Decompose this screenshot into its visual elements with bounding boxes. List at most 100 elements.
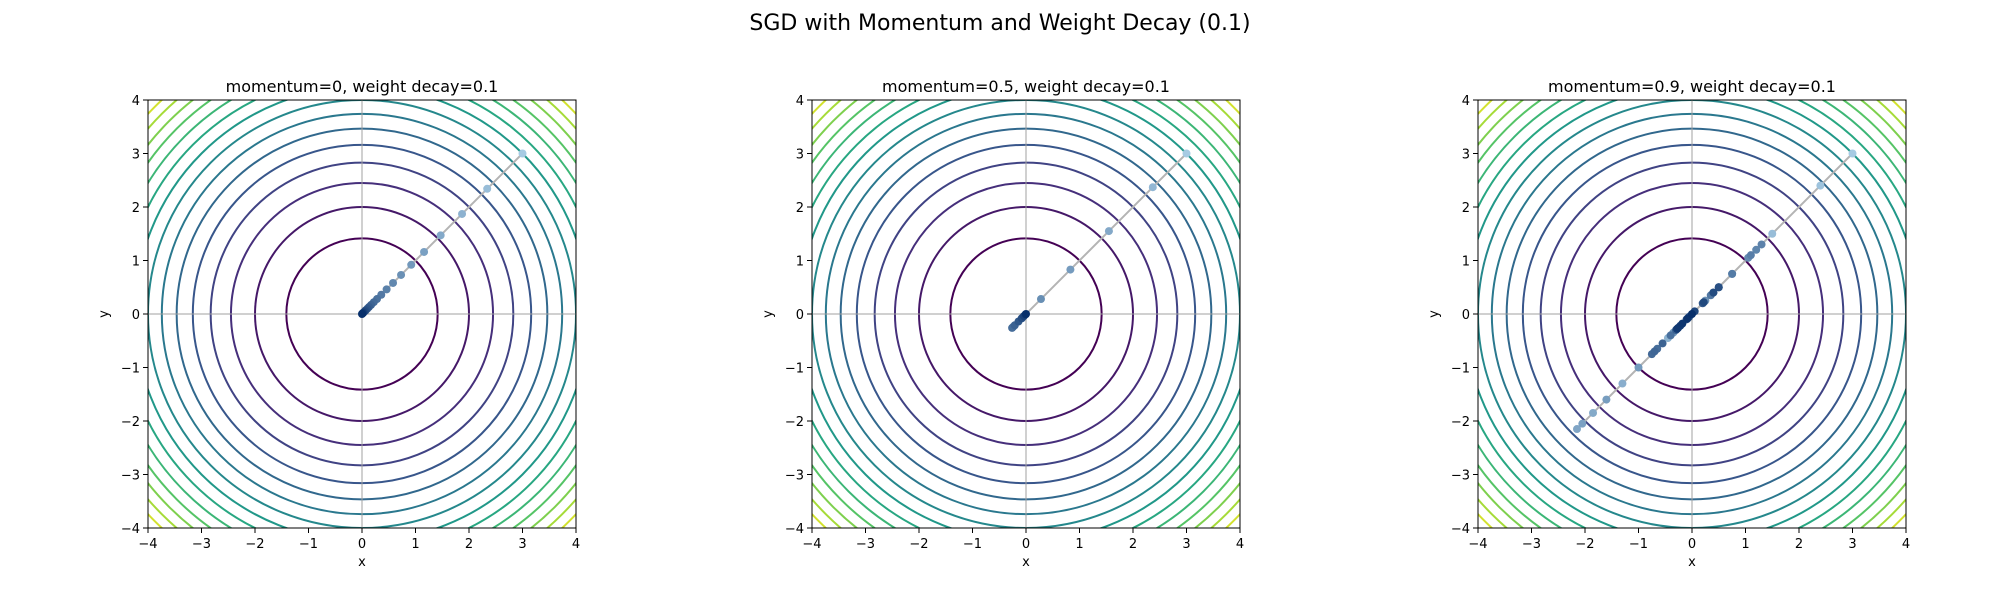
x-axis-label: x [358,555,366,570]
subplot-title: momentum=0.5, weight decay=0.1 [882,77,1170,96]
y-tick-label: 0 [796,308,804,323]
x-tick-label: 4 [1236,537,1244,552]
trajectory-point [1688,310,1696,318]
trajectory-point [1650,347,1659,356]
trajectory-point [1848,149,1857,158]
trajectory-point [1066,265,1075,274]
x-tick-label: 4 [1902,537,1910,552]
trajectory-point [1714,283,1723,292]
trajectory-point [382,285,391,294]
subplot-title: momentum=0.9, weight decay=0.1 [1548,77,1836,96]
trajectory-point [1768,229,1777,238]
trajectory-point [1578,419,1587,428]
y-tick-label: 2 [1462,201,1470,216]
trajectory-point [1678,319,1687,328]
y-axis-label: y [1427,310,1442,318]
trajectory-point [389,278,398,287]
subplot-title: momentum=0, weight decay=0.1 [226,77,499,96]
x-tick-label: 1 [1741,537,1749,552]
trajectory-point [1022,310,1030,318]
trajectory-point [1148,183,1157,192]
y-tick-label: 0 [132,308,140,323]
x-tick-label: 2 [1795,537,1803,552]
y-tick-label: 1 [796,255,804,270]
y-tick-label: 4 [796,94,804,109]
x-tick-label: −3 [856,537,875,552]
trajectory-point [1752,245,1761,254]
y-tick-label: 2 [796,201,804,216]
y-tick-label: 4 [132,94,140,109]
x-tick-label: 0 [358,537,366,552]
trajectory-point [1728,269,1737,278]
x-tick-label: 3 [518,537,526,552]
y-tick-label: 4 [1462,94,1470,109]
x-axis-label: x [1688,555,1696,570]
y-tick-label: −4 [785,522,804,537]
trajectory-point [407,260,416,269]
y-tick-label: 1 [132,255,140,270]
y-tick-label: 2 [132,201,140,216]
trajectory-point [1572,425,1581,434]
trajectory-point [1709,288,1718,297]
x-tick-label: −1 [1629,537,1648,552]
y-axis-label: y [761,310,776,318]
trajectory-point [1746,251,1755,260]
y-tick-label: −4 [1451,522,1470,537]
trajectory-point [358,310,366,318]
trajectory-point [1757,240,1766,249]
y-tick-label: 0 [1462,308,1470,323]
x-tick-label: 4 [572,537,580,552]
trajectory-point [1036,295,1045,304]
trajectory-point [420,247,429,256]
y-tick-label: 3 [796,148,804,163]
y-tick-label: −2 [785,415,804,430]
figure-title: SGD with Momentum and Weight Decay (0.1) [749,11,1250,36]
x-tick-label: −3 [1522,537,1541,552]
x-tick-label: −3 [192,537,211,552]
x-tick-label: 3 [1848,537,1856,552]
x-tick-label: −1 [299,537,318,552]
trajectory-point [1634,363,1643,372]
x-tick-label: −2 [245,537,264,552]
y-tick-label: −1 [1451,362,1470,377]
x-tick-label: 1 [1075,537,1083,552]
y-tick-label: −2 [1451,415,1470,430]
y-tick-label: 3 [132,148,140,163]
y-tick-label: −3 [1451,469,1470,484]
x-tick-label: −2 [909,537,928,552]
subplot-3: −4 −3 −2 −1 0 1 2 3 4 −4 −3 −2 −1 0 1 2 3 4 momentum=0.9, … [1427,77,1910,570]
trajectory-point [1658,339,1667,348]
trajectory-point [1104,227,1113,236]
trajectory-point [483,184,492,193]
panels-container: −4 −3 −2 −1 0 1 2 3 4 −4 −3 −2 −1 0 1 2 3 4 momentum=0, we… [97,77,1910,570]
trajectory-point [1602,395,1611,404]
x-tick-label: 2 [465,537,473,552]
trajectory-point [458,209,467,218]
subplot-2: −4 −3 −2 −1 0 1 2 3 4 −4 −3 −2 −1 0 1 2 3 4 momentum=0.5, … [761,77,1244,570]
x-tick-label: 0 [1688,537,1696,552]
y-axis-label: y [97,310,112,318]
x-tick-label: 3 [1182,537,1190,552]
x-tick-label: −2 [1575,537,1594,552]
y-tick-label: 1 [1462,255,1470,270]
trajectory-point [1618,379,1627,388]
x-tick-label: 2 [1129,537,1137,552]
trajectory-point [1182,149,1191,158]
x-tick-label: −4 [802,537,821,552]
y-tick-label: −1 [785,362,804,377]
y-tick-label: −4 [121,522,140,537]
trajectory-point [1816,181,1825,190]
trajectory-point [1589,408,1598,417]
trajectory-point [1699,298,1708,307]
trajectory-point [436,231,445,240]
y-tick-label: −3 [121,469,140,484]
trajectory-point [518,149,527,158]
y-tick-label: −3 [785,469,804,484]
trajectory-point [1666,331,1675,340]
y-tick-label: 3 [1462,148,1470,163]
x-tick-label: 1 [411,537,419,552]
x-tick-label: 0 [1022,537,1030,552]
y-tick-label: −2 [121,415,140,430]
x-tick-label: −4 [138,537,157,552]
